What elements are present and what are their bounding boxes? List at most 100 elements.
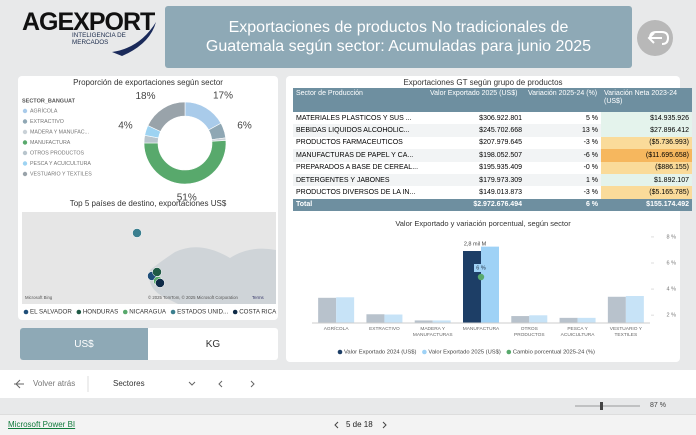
map-legend-dot [122, 309, 128, 315]
bar-legend-label: Cambio porcentual 2025-24 (%) [513, 350, 595, 356]
page-select[interactable]: Sectores [113, 379, 145, 388]
legend-dot [22, 171, 28, 177]
table-cell: $14.935.926 [601, 112, 692, 125]
legend-dot [22, 119, 28, 124]
y2-tick-label: 2 % [667, 313, 677, 319]
bar [529, 315, 548, 323]
table-total-cell: $155.174.492 [601, 198, 692, 212]
table-cell: ($11.695.658) [601, 149, 692, 162]
y2-tick-label: 4 % [667, 287, 677, 293]
table-cell: $195.935.409 [479, 164, 522, 172]
back-arrow [14, 379, 24, 389]
bar [366, 314, 385, 323]
table-cell: $179.973.309 [427, 173, 525, 187]
table-total-cell: Total [293, 198, 427, 212]
legend-label: VESTUARIO Y TEXTILES [30, 171, 92, 177]
donut-label: 4% [118, 121, 133, 132]
change-point [477, 273, 485, 281]
logo: AGEXPORT [22, 8, 155, 36]
donut-slice [143, 140, 227, 185]
table-cell: ($5.165.785) [601, 186, 692, 199]
map-legend-label: NICARAGUA [129, 309, 167, 316]
legend-label: AGRÍCOLA [30, 107, 58, 114]
toggle-kg[interactable]: KG [148, 328, 278, 360]
map-terms: Terms [252, 295, 264, 300]
table-cell: $1.892.107 [601, 173, 692, 187]
toggle-usd[interactable]: US$ [20, 328, 148, 360]
table-cell: BEBIDAS LIQUIDOS ALCOHOLIC... [293, 124, 427, 137]
zoom-level: 87 % [650, 402, 666, 409]
bar [318, 297, 337, 323]
table-total-cell: 6 % [525, 198, 601, 212]
bar-legend-dot [422, 349, 427, 355]
page-indicator: 5 de 18 [346, 420, 373, 429]
map-attribution: © 2025 TomTom, © 2025 Microsoft Corporat… [148, 295, 238, 300]
table-row: PREPARADOS A BASE DE CEREAL... $195.935.4… [293, 161, 692, 174]
bar [432, 320, 451, 323]
legend-dot [22, 140, 28, 145]
legend-dot [22, 150, 28, 156]
donut-slice [184, 101, 222, 131]
table-cell: $27.896.412 [601, 124, 692, 137]
bar [336, 297, 355, 323]
table-cell: PREPARADOS A BASE DE CEREAL... [296, 164, 419, 172]
bar [384, 314, 403, 323]
x-tick-label: VESTUARIO Y TEXTILES [609, 327, 642, 338]
donut-label: 51% [177, 193, 197, 204]
table-cell: 13 % [525, 124, 601, 137]
table-header-row: Sector de Producción Valor Exportado 2025… [293, 88, 692, 112]
change-label-bg [474, 264, 488, 272]
table-cell: DETERGENTES Y JABONES [293, 173, 427, 187]
table-row: MATERIALES PLASTICOS Y SUS ... $306.922.8… [293, 112, 692, 125]
table-cell: -6 % [525, 149, 601, 162]
page-arrows[interactable] [334, 421, 387, 429]
table-cell: $149.013.873 [479, 189, 522, 197]
legend-label: MADERA Y MANUFAC... [30, 129, 89, 135]
donut-label: 6% [237, 121, 252, 132]
data-table: Sector de Producción Valor Exportado 2025… [293, 88, 692, 212]
x-tick-label: PESCA Y ACUICULTURA [560, 327, 595, 338]
map-legend-dot [23, 309, 29, 315]
legend-dot [22, 108, 28, 114]
table-row: PRODUCTOS FARMACEUTICOS $207.979.645 -3 %(… [293, 136, 692, 150]
status-bar [0, 414, 696, 435]
table-cell: $245.702.668 [427, 124, 525, 137]
map-title: Top 5 países de destino, exportaciones U… [70, 199, 227, 208]
change-label: 6 % [476, 265, 486, 271]
table-cell: PRODUCTOS DIVERSOS DE LA IN... [296, 189, 416, 197]
nav-arrows[interactable] [188, 380, 255, 388]
bar [463, 251, 481, 323]
table-cell: 1 % [525, 173, 601, 187]
x-tick-label: AGRÍCOLA [323, 327, 349, 332]
table-cell: ($5.736.993) [601, 136, 692, 150]
map-marker [132, 228, 142, 238]
table-row: MANUFACTURAS DE PAPEL Y CA... $198.052.50… [293, 149, 692, 162]
map-legend-label: HONDURAS [83, 309, 118, 316]
zoom-thumb[interactable] [600, 402, 603, 410]
column-header: Valor Exportado 2025 (US$) [427, 88, 525, 112]
map-legend-dot [170, 309, 176, 315]
map-legend-label: EL SALVADOR [30, 309, 72, 316]
map-legend-label: ESTADOS UNID... [177, 309, 228, 316]
bar-legend-label: Valor Exportado 2025 (US$) [428, 350, 500, 356]
map-marker [152, 267, 162, 277]
logo-swoosh [112, 22, 156, 56]
column-header: Variación 2025-24 (%) [525, 88, 601, 112]
map-marker [155, 278, 165, 288]
brand-link[interactable]: Microsoft Power BI [8, 420, 76, 429]
back-icon [647, 31, 670, 45]
table-row: BEBIDAS LIQUIDOS ALCOHOLIC... $245.702.66… [293, 124, 692, 137]
toolbar [0, 370, 696, 398]
back-nav[interactable]: Volver atrás [33, 379, 76, 388]
table-cell: -3 % [583, 189, 598, 197]
column-header: Sector de Producción [293, 88, 427, 112]
bar [607, 296, 626, 323]
x-tick-label: MADERA Y MANUFACTURAS [412, 327, 453, 338]
table-row: PRODUCTOS DIVERSOS DE LA IN... $149.013.8… [293, 186, 692, 199]
x-tick-label: EXTRACTIVO [369, 327, 400, 332]
bar [577, 317, 596, 323]
legend-title: SECTOR_BANGUAT [22, 98, 76, 104]
legend-label: PESCA Y ACUICULTURA [30, 161, 91, 167]
